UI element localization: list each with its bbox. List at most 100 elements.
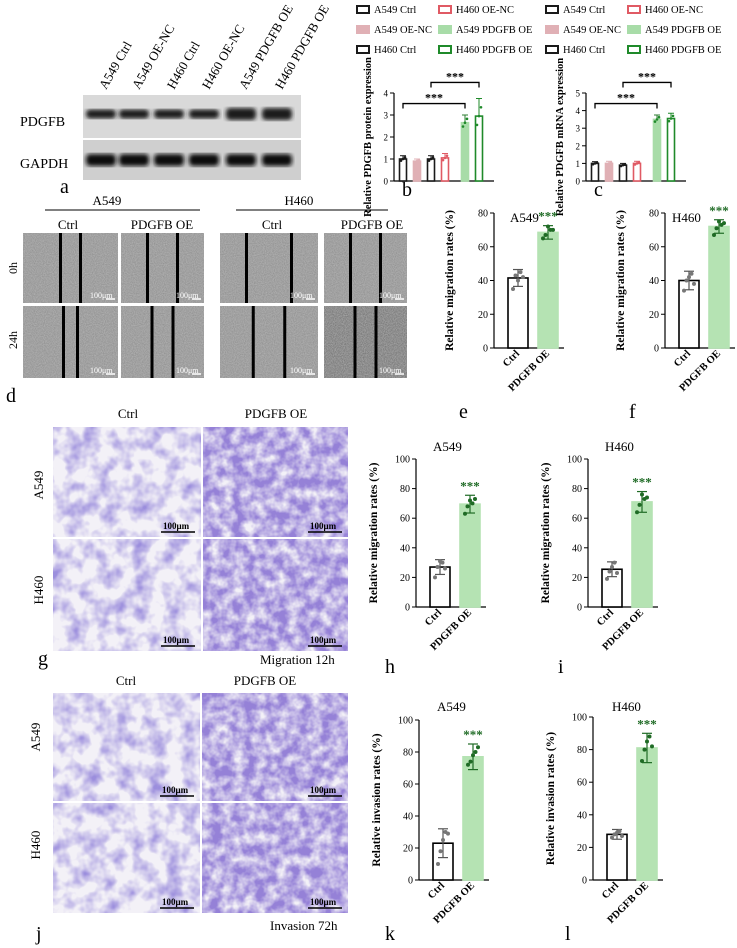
data-point (429, 157, 433, 161)
legend-label: A549 PDGFB OE (645, 25, 721, 36)
scale-bar-label: 100μm (310, 785, 337, 795)
blot-band-pdgfb (189, 109, 219, 119)
bar (632, 162, 642, 182)
legend-swatch (356, 25, 370, 34)
panel-letter-c: c (594, 179, 603, 201)
data-point (516, 278, 520, 283)
data-point (438, 849, 443, 854)
legend-label: H460 PDGFB OE (456, 45, 532, 56)
chart-title: H460 (672, 210, 701, 225)
legend-swatch (356, 5, 370, 14)
transwell-image-texture (202, 693, 348, 801)
significance-label: *** (463, 727, 483, 742)
data-point (470, 501, 475, 506)
data-point (543, 232, 548, 237)
data-point (623, 162, 627, 166)
scratch-cond-oe-1: PDGFB OE (131, 217, 194, 232)
data-point (607, 162, 611, 165)
data-point (436, 862, 440, 866)
chart-i: 0 20 40 60 80 100 Relative migration rates (%)… (540, 439, 658, 678)
scale-bar-label: 100μm (310, 521, 337, 531)
data-point (551, 227, 555, 232)
data-point (717, 219, 721, 224)
scratch-image-texture (220, 306, 318, 378)
scratch-image-texture (23, 306, 118, 378)
legend-swatch (627, 25, 641, 34)
data-point (610, 565, 614, 570)
bar (666, 117, 676, 182)
panel-letter-l: l (565, 923, 571, 945)
data-point (609, 161, 613, 164)
data-point (521, 275, 525, 280)
bar (631, 501, 653, 608)
bar-charts: 0 1 2 3 4 Relative PDGFB protein expression b *… (363, 57, 735, 945)
y-tick-label: 20 (478, 310, 488, 321)
blot-band-gapdh (86, 154, 116, 166)
data-point (435, 565, 440, 570)
scale-bar-label: 100μm (163, 521, 190, 531)
bar (606, 833, 628, 881)
data-point (687, 275, 691, 280)
data-point (612, 560, 617, 565)
y-axis-label: Relative PDGFB protein expression (363, 57, 374, 217)
panel-letter-g: g (38, 648, 48, 670)
y-tick-label: 80 (649, 209, 659, 220)
blot-band-gapdh (226, 154, 256, 166)
data-point (433, 575, 437, 580)
legend-label: A549 OE-NC (563, 25, 621, 36)
scratch-group-h460: H460 (285, 193, 314, 208)
panel-letter-f: f (629, 401, 636, 423)
data-point (635, 162, 639, 165)
data-point (637, 161, 641, 164)
transwell-image-texture (202, 803, 348, 913)
x-tick-label: Ctrl (423, 607, 444, 628)
chart-l: 0 20 40 60 80 100 Relative invasion rates (%) H… (545, 699, 663, 945)
data-point (427, 159, 431, 162)
data-point (445, 154, 449, 157)
scratch-image-texture (324, 306, 407, 378)
scratch-images: 100μm 100μm 100μm 100μm 100μm 100μm 100μm 100μm (23, 233, 407, 378)
bar (652, 118, 662, 182)
y-tick-label: 80 (572, 484, 582, 495)
data-point (466, 762, 470, 767)
data-point (671, 114, 675, 118)
data-point (468, 498, 472, 503)
data-point (682, 288, 686, 293)
data-point (403, 156, 407, 159)
blot-band-gapdh (262, 154, 292, 166)
y-tick-label: 1 (576, 159, 581, 169)
data-point (633, 163, 637, 166)
panel-letter-i: i (558, 656, 564, 678)
legend-label: H460 PDGFB OE (645, 45, 721, 56)
scale-bar-label: 100μm (90, 291, 113, 300)
data-point (518, 270, 523, 275)
y-axis-label: Relative migration rates (%) (444, 210, 456, 351)
scale-bar-label: 100μm (162, 897, 189, 907)
scratch-image-texture (121, 306, 204, 378)
transwell-image-texture (53, 803, 200, 913)
blot-band-gapdh (119, 154, 149, 166)
data-point (692, 281, 696, 286)
data-point (443, 156, 447, 160)
significance-label: *** (617, 91, 635, 105)
y-tick-label: 2 (384, 133, 389, 143)
data-point (511, 286, 515, 291)
data-point (415, 159, 419, 163)
data-point (440, 560, 445, 565)
y-tick-label: 0 (582, 876, 587, 887)
data-point (667, 119, 671, 123)
scale-bar-label: 100μm (290, 366, 313, 375)
migration-cond-ctrl: Ctrl (118, 406, 139, 421)
invasion-cond-oe: PDGFB OE (234, 673, 297, 688)
y-tick-label: 80 (400, 484, 410, 495)
significance-label: *** (637, 716, 657, 731)
data-point (591, 162, 595, 166)
y-axis-label: Relative PDGFB mRNA expression (555, 58, 566, 216)
legend-label: A549 OE-NC (374, 25, 432, 36)
scratch-group-a549: A549 (93, 193, 122, 208)
panel-letter-h: h (385, 656, 395, 678)
data-point (413, 161, 417, 164)
data-point (477, 114, 481, 118)
